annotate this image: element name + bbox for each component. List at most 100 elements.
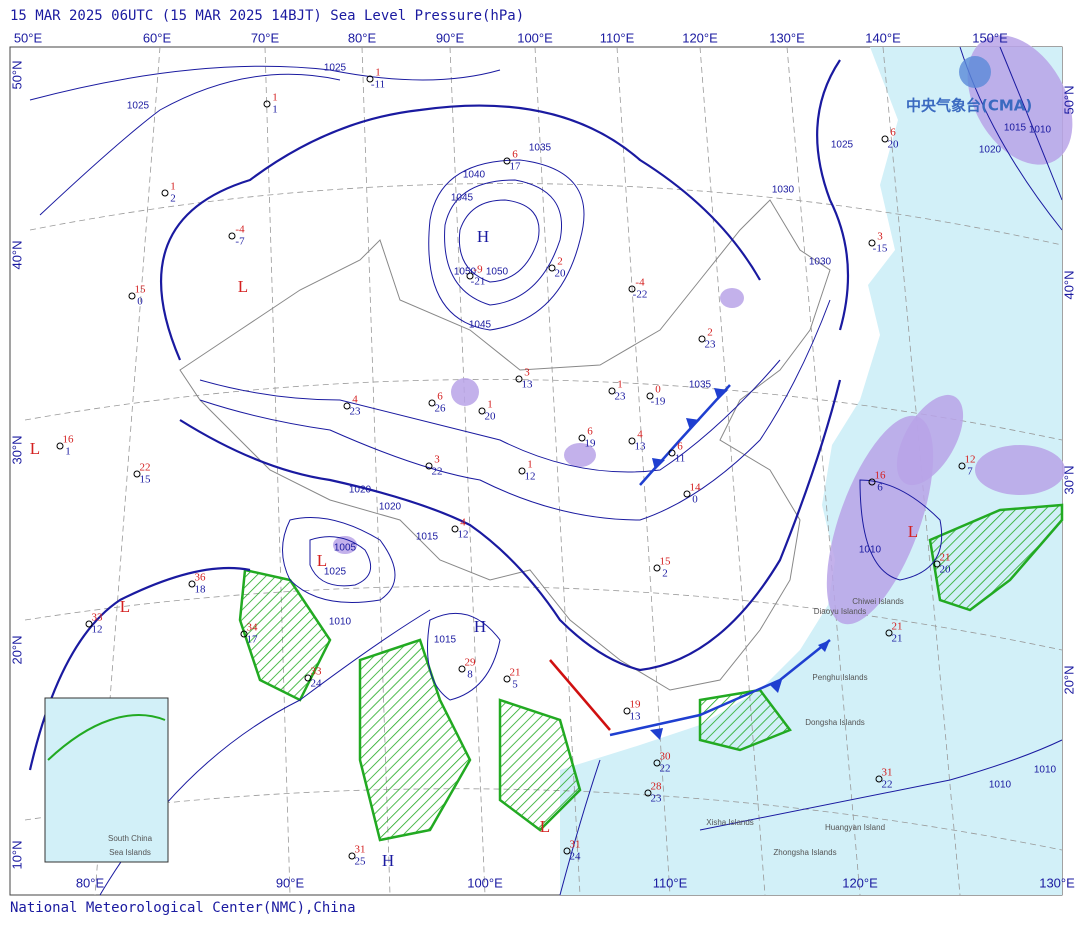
station-dew: 22 xyxy=(660,763,671,775)
isobar-label: 1015 xyxy=(1004,123,1027,134)
top-longitude: 110°E xyxy=(600,30,635,45)
bottom-longitude: 100°E xyxy=(467,875,503,890)
station-temp: 1 xyxy=(527,459,533,471)
station-dew: 20 xyxy=(888,139,900,151)
isobar-label: 1045 xyxy=(451,193,474,204)
station xyxy=(451,525,459,533)
bottom-longitude: 80°E xyxy=(76,875,105,890)
station-temp: 22 xyxy=(140,462,151,474)
place-label: Zhongsha Islands xyxy=(773,848,836,857)
station-temp: 1 xyxy=(487,399,493,411)
place-label: Chiwei Islands xyxy=(852,597,904,606)
top-longitude: 100°E xyxy=(517,30,553,45)
station-temp: 6 xyxy=(437,391,443,403)
station xyxy=(348,852,356,860)
bottom-longitude: 90°E xyxy=(276,875,305,890)
bottom-longitude: 120°E xyxy=(842,875,878,890)
station-dew: 2 xyxy=(662,568,668,580)
station-temp: 6 xyxy=(890,127,896,139)
station-temp: 31 xyxy=(570,839,581,851)
station-temp: 1 xyxy=(170,181,176,193)
station xyxy=(623,707,631,715)
station-temp: 21 xyxy=(892,621,903,633)
isobar-label: 1010 xyxy=(989,780,1012,791)
isobar-label: 1010 xyxy=(1029,125,1052,136)
station-dew: 20 xyxy=(485,411,497,423)
left-latitude: 30°N xyxy=(9,435,24,464)
station-temp: 12 xyxy=(965,454,976,466)
station-temp: 30 xyxy=(660,751,672,763)
footer: National Meteorological Center(NMC),Chin… xyxy=(10,900,356,916)
station xyxy=(466,272,474,280)
rain-areas xyxy=(238,503,1064,842)
left-latitude: 50°N xyxy=(9,60,24,89)
pressure-center: L xyxy=(908,522,918,541)
station xyxy=(646,392,654,400)
isobar-label: 1015 xyxy=(434,635,457,646)
station xyxy=(668,449,676,457)
station-dew: 23 xyxy=(705,339,717,351)
station-dew: -21 xyxy=(471,276,486,288)
isobar-label: 1010 xyxy=(859,545,882,556)
station xyxy=(875,775,883,783)
station xyxy=(188,580,196,588)
isobar-label: 1020 xyxy=(349,485,372,496)
station xyxy=(515,375,523,383)
pressure-center: L xyxy=(120,597,130,616)
title: 15 MAR 2025 06UTC (15 MAR 2025 14BJT) Se… xyxy=(10,8,524,24)
pressure-center: H xyxy=(477,227,489,246)
station-dew: 23 xyxy=(615,391,627,403)
station-temp: 4 xyxy=(637,429,643,441)
top-longitude: 50°E xyxy=(14,30,43,45)
place-label: Dongsha Islands xyxy=(805,718,865,727)
isobar-label: 1030 xyxy=(772,185,795,196)
station-temp: 3 xyxy=(524,367,530,379)
isobar-label: 1025 xyxy=(127,101,150,112)
place-label: South China xyxy=(108,834,153,843)
station-temp: 28 xyxy=(651,781,663,793)
station xyxy=(425,462,433,470)
place-label: Diaoyu Islands xyxy=(814,607,866,616)
station-temp: -4 xyxy=(235,224,245,236)
station-temp: 21 xyxy=(940,552,951,564)
top-longitude: 70°E xyxy=(251,30,280,45)
station-dew: 13 xyxy=(635,441,647,453)
station-dew: 22 xyxy=(882,779,893,791)
isobar-label: 1005 xyxy=(334,543,357,554)
station xyxy=(881,135,889,143)
station-dew: 20 xyxy=(940,564,952,576)
sea xyxy=(560,47,1062,895)
isobar-label: 1030 xyxy=(809,257,832,268)
top-longitude: 150°E xyxy=(972,30,1008,45)
station-temp: 15 xyxy=(660,556,672,568)
station-dew: -22 xyxy=(633,289,648,301)
left-latitude: 40°N xyxy=(9,240,24,269)
station xyxy=(161,189,169,197)
station xyxy=(128,292,136,300)
station-dew: 6 xyxy=(877,482,883,494)
pressure-center: H xyxy=(382,851,394,870)
station-temp: 33 xyxy=(92,612,104,624)
station xyxy=(228,232,236,240)
station xyxy=(343,402,351,410)
station-dew: 0 xyxy=(692,494,698,506)
station-dew: 23 xyxy=(350,406,362,418)
station xyxy=(628,285,636,293)
place-label: Penghu Islands xyxy=(812,673,867,682)
pressure-center: L xyxy=(30,439,40,458)
station xyxy=(56,442,64,450)
station xyxy=(683,490,691,498)
station xyxy=(578,434,586,442)
station-dew: -15 xyxy=(873,243,888,255)
country-border xyxy=(179,199,831,691)
station-temp: 2 xyxy=(707,327,713,339)
isobars xyxy=(28,46,1063,896)
station-dew: 11 xyxy=(675,453,686,465)
isobar-label: 1035 xyxy=(689,380,712,391)
isobar-label: 1025 xyxy=(324,63,347,74)
station-dew: 5 xyxy=(512,679,518,691)
station xyxy=(698,335,706,343)
right-latitude: 40°N xyxy=(1061,270,1076,299)
isobar-label: 1035 xyxy=(529,143,552,154)
top-longitude: 80°E xyxy=(348,30,377,45)
